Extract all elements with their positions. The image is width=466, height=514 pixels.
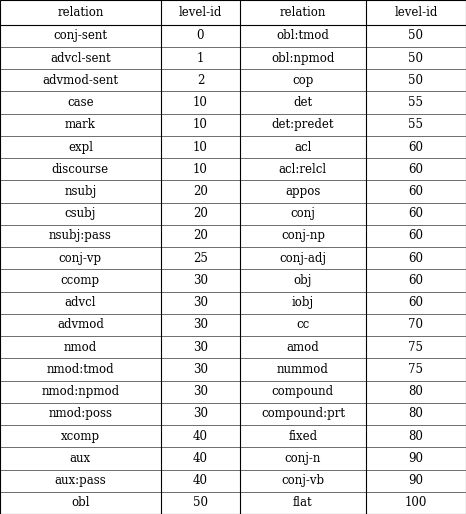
Text: 2: 2 xyxy=(197,74,204,87)
Text: det: det xyxy=(293,96,313,109)
Text: 10: 10 xyxy=(193,96,208,109)
Text: obl: obl xyxy=(71,497,89,509)
Text: nmod:poss: nmod:poss xyxy=(48,408,112,420)
Text: fixed: fixed xyxy=(288,430,317,443)
Text: 60: 60 xyxy=(408,274,424,287)
Text: nmod:npmod: nmod:npmod xyxy=(41,385,119,398)
Text: 30: 30 xyxy=(193,363,208,376)
Text: cop: cop xyxy=(292,74,314,87)
Text: 10: 10 xyxy=(193,163,208,176)
Text: 50: 50 xyxy=(193,497,208,509)
Text: 30: 30 xyxy=(193,385,208,398)
Text: relation: relation xyxy=(280,6,326,19)
Text: 20: 20 xyxy=(193,207,208,220)
Text: 30: 30 xyxy=(193,296,208,309)
Text: det:predet: det:predet xyxy=(272,118,334,131)
Text: nummod: nummod xyxy=(277,363,329,376)
Text: amod: amod xyxy=(287,341,319,354)
Text: conj-vb: conj-vb xyxy=(281,474,324,487)
Text: conj-np: conj-np xyxy=(281,229,325,243)
Text: 50: 50 xyxy=(408,74,424,87)
Text: conj: conj xyxy=(290,207,315,220)
Text: 30: 30 xyxy=(193,274,208,287)
Text: advmod: advmod xyxy=(57,319,104,332)
Text: appos: appos xyxy=(285,185,321,198)
Text: csubj: csubj xyxy=(65,207,96,220)
Text: discourse: discourse xyxy=(52,163,109,176)
Text: flat: flat xyxy=(293,497,313,509)
Text: 75: 75 xyxy=(408,363,424,376)
Text: 90: 90 xyxy=(408,452,424,465)
Text: acl:relcl: acl:relcl xyxy=(279,163,327,176)
Text: nsubj: nsubj xyxy=(64,185,96,198)
Text: 80: 80 xyxy=(409,430,423,443)
Text: 60: 60 xyxy=(408,296,424,309)
Text: 20: 20 xyxy=(193,185,208,198)
Text: 60: 60 xyxy=(408,252,424,265)
Text: 25: 25 xyxy=(193,252,208,265)
Text: cc: cc xyxy=(296,319,309,332)
Text: 60: 60 xyxy=(408,207,424,220)
Text: acl: acl xyxy=(294,140,312,154)
Text: 60: 60 xyxy=(408,163,424,176)
Text: compound:prt: compound:prt xyxy=(261,408,345,420)
Text: advcl: advcl xyxy=(65,296,96,309)
Text: 55: 55 xyxy=(408,118,424,131)
Text: 50: 50 xyxy=(408,29,424,42)
Text: 20: 20 xyxy=(193,229,208,243)
Text: conj-adj: conj-adj xyxy=(280,252,326,265)
Text: nmod: nmod xyxy=(64,341,97,354)
Text: advcl-sent: advcl-sent xyxy=(50,51,111,65)
Text: aux: aux xyxy=(70,452,91,465)
Text: 40: 40 xyxy=(193,474,208,487)
Text: conj-sent: conj-sent xyxy=(54,29,107,42)
Text: ccomp: ccomp xyxy=(61,274,100,287)
Text: obj: obj xyxy=(294,274,312,287)
Text: 55: 55 xyxy=(408,96,424,109)
Text: 100: 100 xyxy=(404,497,427,509)
Text: expl: expl xyxy=(68,140,93,154)
Text: level-id: level-id xyxy=(394,6,438,19)
Text: case: case xyxy=(67,96,94,109)
Text: aux:pass: aux:pass xyxy=(55,474,106,487)
Text: 80: 80 xyxy=(409,385,423,398)
Text: advmod-sent: advmod-sent xyxy=(42,74,118,87)
Text: 10: 10 xyxy=(193,118,208,131)
Text: 60: 60 xyxy=(408,140,424,154)
Text: obl:npmod: obl:npmod xyxy=(271,51,335,65)
Text: level-id: level-id xyxy=(178,6,222,19)
Text: 30: 30 xyxy=(193,341,208,354)
Text: 30: 30 xyxy=(193,408,208,420)
Text: compound: compound xyxy=(272,385,334,398)
Text: 75: 75 xyxy=(408,341,424,354)
Text: 10: 10 xyxy=(193,140,208,154)
Text: 50: 50 xyxy=(408,51,424,65)
Text: conj-n: conj-n xyxy=(285,452,321,465)
Text: 80: 80 xyxy=(409,408,423,420)
Text: iobj: iobj xyxy=(292,296,314,309)
Text: relation: relation xyxy=(57,6,103,19)
Text: 60: 60 xyxy=(408,229,424,243)
Text: 90: 90 xyxy=(408,474,424,487)
Text: 40: 40 xyxy=(193,452,208,465)
Text: conj-vp: conj-vp xyxy=(59,252,102,265)
Text: nmod:tmod: nmod:tmod xyxy=(47,363,114,376)
Text: obl:tmod: obl:tmod xyxy=(276,29,329,42)
Text: 70: 70 xyxy=(408,319,424,332)
Text: xcomp: xcomp xyxy=(61,430,100,443)
Text: 40: 40 xyxy=(193,430,208,443)
Text: 0: 0 xyxy=(197,29,204,42)
Text: 60: 60 xyxy=(408,185,424,198)
Text: nsubj:pass: nsubj:pass xyxy=(49,229,112,243)
Text: 1: 1 xyxy=(197,51,204,65)
Text: 30: 30 xyxy=(193,319,208,332)
Text: mark: mark xyxy=(65,118,96,131)
